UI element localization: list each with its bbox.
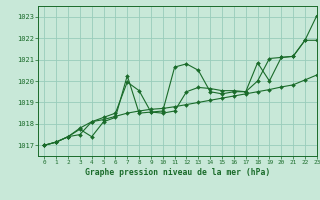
X-axis label: Graphe pression niveau de la mer (hPa): Graphe pression niveau de la mer (hPa) xyxy=(85,168,270,177)
